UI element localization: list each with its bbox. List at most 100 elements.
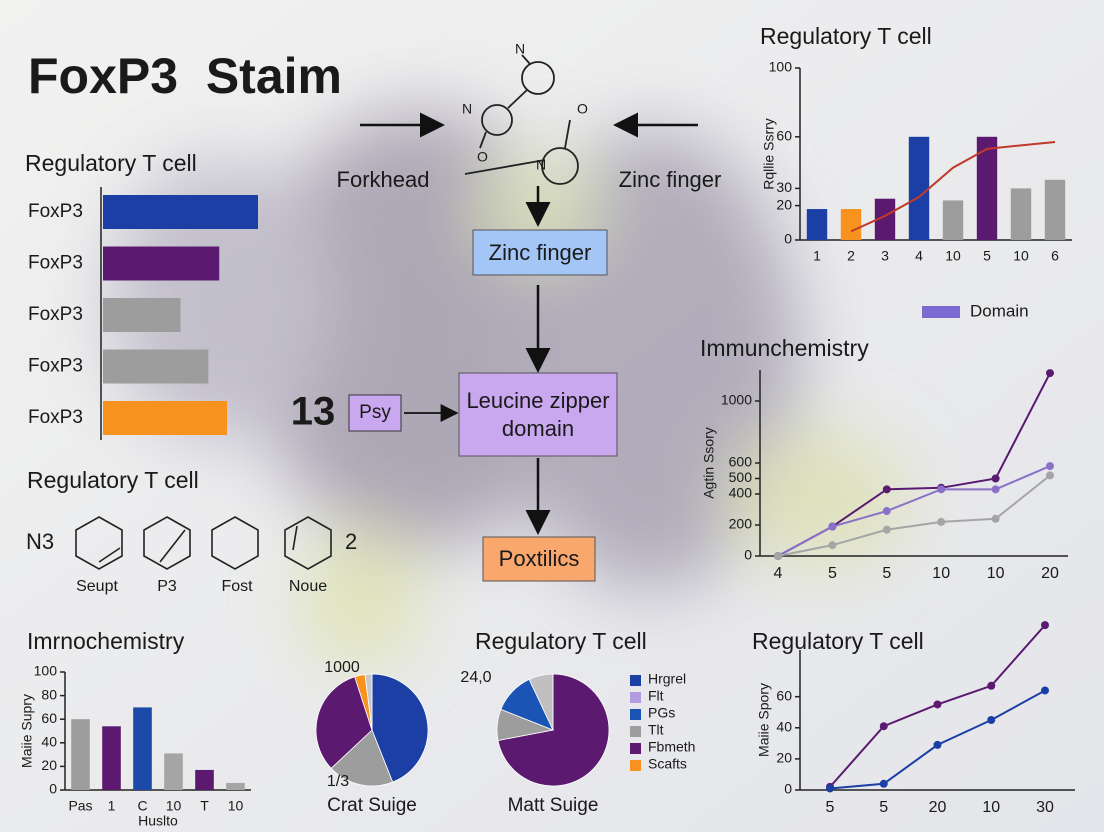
hexagon-icons [75,516,332,570]
point [987,681,996,690]
pie-label: Matt Suige [508,795,599,816]
point [774,552,782,560]
point [987,716,996,724]
y-tick-label: 400 [729,485,753,501]
y-tick-label: 40 [776,718,792,734]
pie-label: Crat Suige [327,795,417,816]
bar [103,298,181,332]
x-tick-label: 4 [774,565,783,582]
box-label: Leucine zipper [466,388,609,413]
x-tick-label: 5 [828,565,837,582]
point [937,485,946,494]
bar [874,198,896,240]
y-tick-label: 20 [776,196,792,212]
chart-title: Regulatory T cell [475,628,647,654]
y-tick-label: 1000 [721,392,752,408]
y-tick-label: 20 [41,757,57,773]
bar [103,195,258,229]
point [879,722,888,731]
point [826,784,834,793]
bar [103,401,227,435]
hex-label: P3 [157,578,177,595]
y-tick-label: 20 [776,750,792,766]
x-tick-label: 2 [847,248,855,264]
point [991,485,1000,494]
legend-label: Scafts [648,756,687,772]
x-tick-label: 10 [987,565,1005,582]
atom: O [577,101,588,117]
annotation: 24,0 [460,669,491,686]
box-label: domain [502,416,574,441]
x-tick-label: 1 [108,798,116,814]
x-tick-label: 10 [945,248,961,264]
bar [71,719,90,790]
y-tick-label: 600 [729,454,753,470]
annotation: 1/3 [327,773,349,790]
point [933,740,942,749]
x-tick-label: 20 [1041,565,1059,582]
x-tick-label: 5 [826,799,835,816]
x-axis-label: Huslto [138,813,178,829]
y-axis-label: Agtin Ssory [701,427,717,499]
y-tick-label: FoxP3 [28,201,83,222]
y-axis-label: Rqllie Ssrry [761,118,777,190]
x-tick-label: 6 [1051,248,1059,264]
bar [226,782,245,790]
x-tick-label: 10 [982,799,1000,816]
legend-label: Tlt [648,722,664,738]
bar [806,209,828,240]
bar [164,753,183,790]
y-tick-label: 0 [784,231,792,247]
point [1046,471,1054,480]
point [879,779,888,788]
y-tick-label: 40 [41,734,57,750]
x-tick-label: 5 [983,248,991,264]
x-tick-label: Pas [68,798,92,814]
y-tick-label: 200 [729,516,753,532]
hex-label: Noue [289,578,327,595]
y-tick-label: FoxP3 [28,407,83,428]
line [777,465,1051,557]
legend-swatch [922,306,960,318]
legend-swatch [630,726,641,737]
molecule [464,54,579,185]
bar [103,349,209,384]
x-tick-label: 10 [228,798,244,814]
point [933,700,942,709]
y-tick-label: 60 [776,687,792,703]
point [937,517,946,526]
x-tick-label: 10 [932,565,950,582]
y-axis-label: Maiie Spory [756,683,772,757]
section-title: Regulatory T cell [27,467,199,493]
y-tick-label: 60 [41,710,57,726]
diagram-label: Forkhead [337,167,430,192]
pie-slice [315,676,373,769]
point [991,514,1000,523]
x-tick-label: 10 [166,798,182,814]
x-tick-label: 4 [915,248,923,264]
x-tick-label: 20 [929,799,947,816]
atom: N [536,157,546,173]
legend-label: Domain [970,301,1029,320]
y-tick-label: 100 [769,59,793,75]
bar [976,136,998,240]
x-tick-label: 1 [813,248,821,264]
box-label: Zinc finger [489,240,592,265]
legend-label: PGs [648,705,675,721]
bar [1010,188,1032,240]
bar [133,707,152,790]
chart-title: Regulatory T cell [752,628,924,654]
y-axis-label: Maiie Supry [19,694,35,768]
end-box [482,536,596,582]
legend-swatch [630,692,641,703]
legend-swatch [630,709,641,720]
bar [1044,179,1066,240]
y-tick-label: 0 [744,547,752,563]
line [777,474,1051,557]
chart-title: Immunchemistry [700,335,869,361]
point [828,541,837,550]
pie-slice [330,729,394,787]
atom: O [477,149,488,165]
y-tick-label: 100 [34,663,58,679]
